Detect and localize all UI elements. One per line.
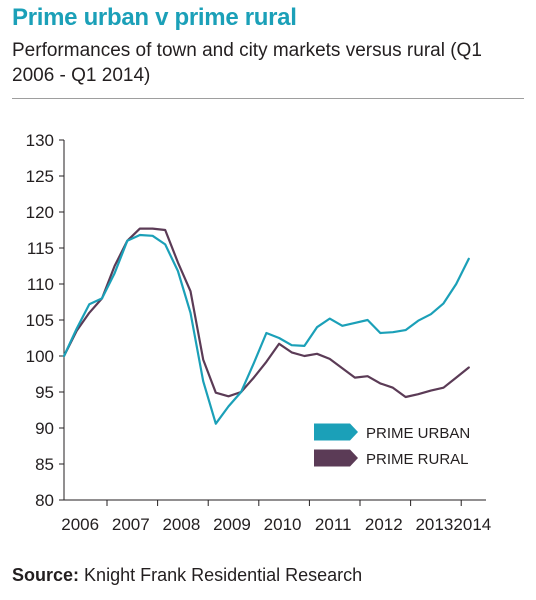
x-tick-label: 2006 [61,515,99,534]
series-line-prime-urban [62,233,470,425]
y-tick-label: 110 [27,275,54,294]
title-divider [12,98,524,99]
y-tick-label: 130 [26,131,54,150]
chart-legend: PRIME URBAN PRIME RURAL [314,423,470,468]
series-line-prime-rural [62,227,470,399]
y-tick-label: 120 [26,203,54,222]
x-tick-label: 2013 [415,515,453,534]
y-tick-label: 100 [26,347,54,366]
x-tick-label: 2009 [213,515,251,534]
legend-prime-urban-swatch [314,423,358,441]
x-tick-label: 2011 [315,515,352,534]
source-label: Source: [12,565,80,585]
x-tick-label: 2010 [264,515,302,534]
source-text: Knight Frank Residential Research [84,565,363,585]
y-tick-label: 125 [26,167,54,186]
x-tick-label: 2014 [453,515,491,534]
y-tick-label: 85 [35,455,54,474]
x-tick-label: 2012 [365,515,403,534]
chart-title: Prime urban v prime rural [12,4,297,31]
x-tick-label: 2008 [162,515,200,534]
y-tick-label: 95 [35,383,54,402]
y-tick-label: 115 [27,239,54,258]
chart-axes: 80 85 90 95 100 105 110 115 120 125 130 2006 2007 200… [26,131,492,534]
y-tick-label: 105 [26,311,54,330]
chart-series [62,227,470,425]
source-note: Source: Knight Frank Residential Researc… [12,565,362,586]
chart-subtitle: Performances of town and city markets ve… [12,40,482,86]
y-tick-label: 80 [35,491,54,510]
legend-prime-urban-label: PRIME URBAN [366,425,470,442]
legend-prime-rural-swatch [314,449,358,467]
legend-prime-rural-label: PRIME RURAL [366,451,469,468]
x-tick-label: 2007 [112,515,150,534]
y-tick-label: 90 [35,419,54,438]
